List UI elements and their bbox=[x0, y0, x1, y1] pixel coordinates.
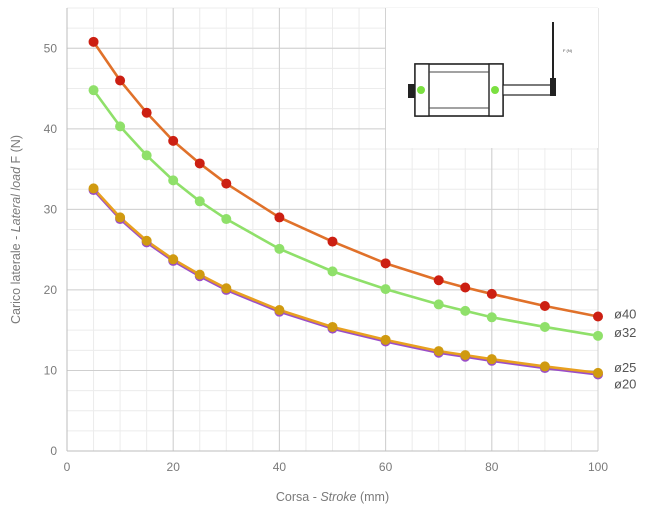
data-point-ø40 bbox=[593, 311, 603, 322]
piston-rod bbox=[502, 84, 554, 96]
data-point-ø32 bbox=[115, 121, 126, 132]
data-point-ø40 bbox=[539, 301, 550, 312]
data-point-ø25 bbox=[115, 212, 126, 223]
data-point-ø25 bbox=[380, 334, 391, 345]
y-tick-label: 0 bbox=[50, 444, 57, 458]
y-axis-title: Carico laterale - Lateral load F (N) bbox=[9, 135, 23, 324]
y-tick-label: 20 bbox=[44, 283, 58, 297]
data-point-ø25 bbox=[274, 305, 285, 316]
data-point-ø32 bbox=[141, 150, 152, 161]
data-point-ø40 bbox=[460, 282, 471, 293]
rod-end bbox=[550, 78, 556, 96]
y-tick-label: 50 bbox=[44, 41, 58, 55]
cylinder-diagram-inset: F (N) bbox=[386, 8, 598, 148]
y-tick-label: 30 bbox=[44, 202, 58, 216]
x-axis-title-part: (mm) bbox=[356, 490, 389, 504]
cylinder-rear-port bbox=[408, 84, 415, 98]
y-tick-label: 40 bbox=[44, 122, 58, 136]
force-label: F (N) bbox=[563, 48, 573, 53]
data-point-ø40 bbox=[433, 275, 444, 286]
x-axis-title: Corsa - Stroke (mm) bbox=[276, 490, 389, 504]
x-axis-title-part: Corsa - bbox=[276, 490, 320, 504]
data-point-ø32 bbox=[460, 305, 471, 316]
x-tick-label: 80 bbox=[485, 460, 499, 474]
series-label-ø25: ø25 bbox=[614, 360, 636, 375]
labels-layer: 0 20 40 60 80 100 0 10 20 30 40 50 Corsa - Stroke (m… bbox=[9, 41, 636, 504]
data-point-ø25 bbox=[168, 254, 179, 265]
left-seal-marker bbox=[417, 86, 425, 94]
data-point-ø25 bbox=[194, 269, 205, 280]
data-point-ø40 bbox=[194, 158, 205, 169]
data-point-ø32 bbox=[433, 299, 444, 310]
x-tick-label: 40 bbox=[273, 460, 287, 474]
data-point-ø40 bbox=[115, 75, 126, 86]
data-point-ø25 bbox=[486, 354, 497, 365]
data-point-ø32 bbox=[168, 175, 179, 186]
data-point-ø32 bbox=[88, 85, 99, 96]
data-point-ø32 bbox=[221, 214, 232, 225]
data-point-ø25 bbox=[460, 350, 471, 361]
data-point-ø40 bbox=[380, 258, 391, 269]
axes bbox=[66, 8, 598, 452]
data-point-ø40 bbox=[88, 36, 99, 47]
data-point-ø40 bbox=[327, 236, 338, 247]
y-axis-title-part: F (N) bbox=[9, 135, 23, 167]
series-label-ø32: ø32 bbox=[614, 325, 636, 340]
data-point-ø40 bbox=[221, 178, 232, 189]
series-label-ø40: ø40 bbox=[614, 306, 636, 321]
y-tick-label: 10 bbox=[44, 363, 58, 377]
data-point-ø32 bbox=[194, 196, 205, 207]
data-point-ø40 bbox=[168, 135, 179, 146]
x-tick-label: 60 bbox=[379, 460, 393, 474]
x-tick-label: 0 bbox=[64, 460, 71, 474]
data-point-ø25 bbox=[88, 183, 99, 194]
data-point-ø25 bbox=[593, 367, 603, 378]
data-point-ø40 bbox=[486, 288, 497, 299]
data-point-ø25 bbox=[141, 235, 152, 246]
y-axis-title-part: Carico laterale - bbox=[9, 232, 23, 324]
data-point-ø25 bbox=[327, 321, 338, 332]
series-label-ø20: ø20 bbox=[614, 376, 636, 391]
series-line-ø25 bbox=[92, 187, 599, 375]
data-point-ø25 bbox=[433, 346, 444, 357]
x-tick-label: 100 bbox=[588, 460, 608, 474]
data-point-ø32 bbox=[274, 243, 285, 254]
series-line-ø20 bbox=[92, 189, 599, 376]
data-point-ø32 bbox=[327, 266, 338, 277]
y-axis-title-part: Lateral load bbox=[9, 166, 23, 232]
data-point-ø32 bbox=[593, 330, 603, 341]
data-point-ø32 bbox=[486, 312, 497, 323]
data-point-ø40 bbox=[141, 107, 152, 118]
data-point-ø32 bbox=[539, 321, 550, 332]
right-seal-marker bbox=[491, 86, 499, 94]
data-point-ø40 bbox=[274, 212, 285, 223]
data-point-ø25 bbox=[221, 283, 232, 294]
x-tick-label: 20 bbox=[167, 460, 181, 474]
x-axis-title-part: Stroke bbox=[320, 490, 356, 504]
series-layer bbox=[88, 36, 603, 380]
data-point-ø25 bbox=[539, 361, 550, 372]
data-point-ø32 bbox=[380, 284, 391, 295]
